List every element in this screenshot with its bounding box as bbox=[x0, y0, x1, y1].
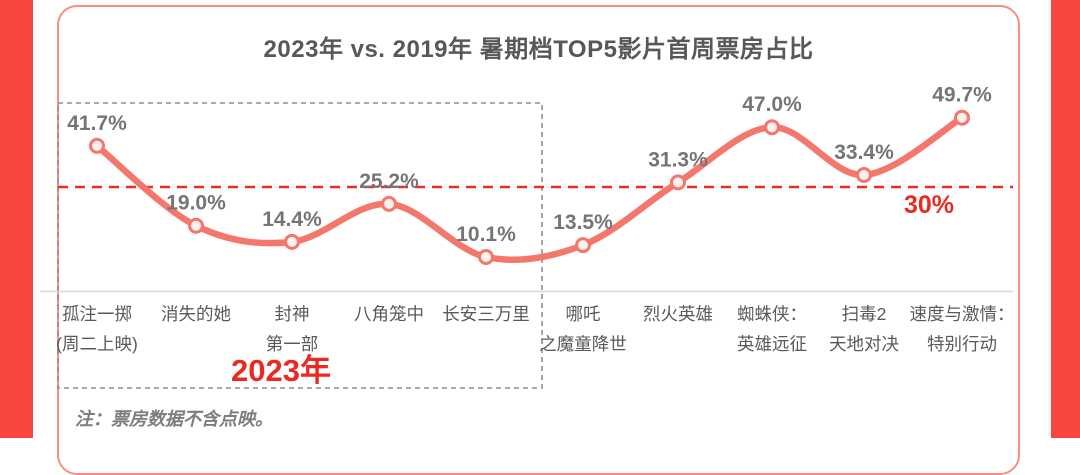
left-accent-bar bbox=[0, 0, 33, 438]
right-accent-bar bbox=[1051, 0, 1080, 438]
chart-title: 2023年 vs. 2019年 暑期档TOP5影片首周票房占比 bbox=[263, 36, 814, 63]
footnote: 注：票房数据不含点映。 bbox=[75, 409, 273, 429]
chart-card: 2023年 vs. 2019年 暑期档TOP5影片首周票房占比 注：票房数据不含… bbox=[57, 5, 1020, 475]
